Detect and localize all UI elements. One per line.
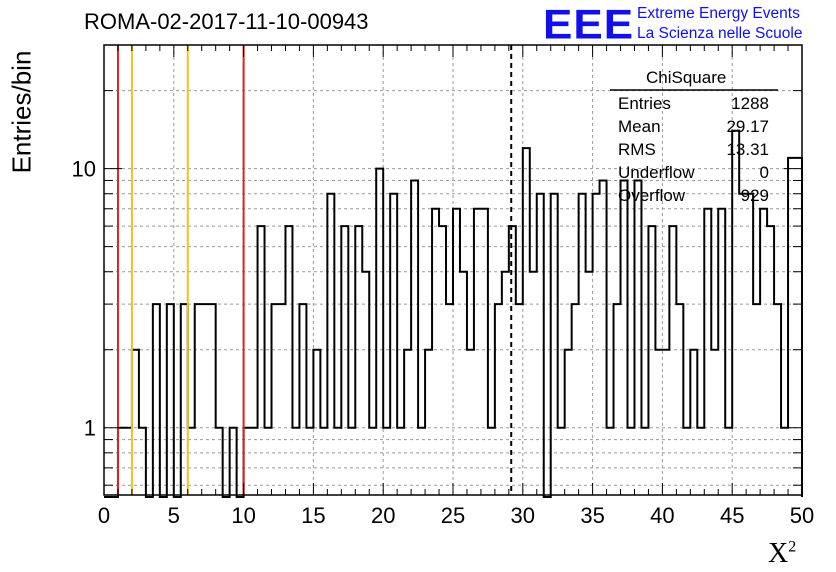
x-tick-label: 5 — [168, 503, 180, 528]
x-tick-label: 50 — [790, 503, 814, 528]
x-axis-label: X2 — [768, 538, 796, 570]
y-tick-label: 1 — [84, 416, 96, 441]
y-tick-label: 10 — [72, 157, 96, 182]
x-tick-label: 45 — [720, 503, 744, 528]
stats-box-title: ChiSquare — [646, 68, 727, 87]
stats-value-mean: 29.17 — [726, 117, 769, 136]
eee-logo: EEE — [543, 1, 635, 48]
y-axis-label: Entries/bin — [6, 50, 37, 174]
eee-logo-line2: La Scienza nelle Scuole — [637, 25, 803, 42]
x-axis-label-sup: 2 — [788, 538, 797, 556]
stats-value-rms: 13.31 — [726, 140, 769, 159]
stats-key-entries: Entries — [618, 94, 671, 113]
stats-value-underflow: 0 — [759, 163, 769, 182]
x-tick-label: 35 — [580, 503, 604, 528]
stats-key-overflow: Overflow — [618, 186, 686, 205]
x-axis-label-base: X — [768, 538, 789, 569]
chart-title: ROMA-02-2017-11-10-00943 — [84, 9, 369, 34]
eee-logo-line1: Extreme Energy Events — [637, 5, 800, 22]
x-tick-label: 40 — [650, 503, 674, 528]
x-tick-label: 0 — [98, 503, 110, 528]
x-tick-label: 15 — [301, 503, 325, 528]
stats-value-entries: 1288 — [731, 94, 769, 113]
stats-value-overflow: 929 — [740, 186, 769, 205]
x-tick-label: 25 — [441, 503, 465, 528]
x-tick-label: 30 — [511, 503, 535, 528]
histogram-line — [104, 129, 803, 498]
stats-key-rms: RMS — [618, 140, 656, 159]
stats-key-underflow: Underflow — [618, 163, 695, 182]
x-tick-label: 10 — [231, 503, 255, 528]
stats-key-mean: Mean — [618, 117, 661, 136]
x-tick-label: 20 — [371, 503, 395, 528]
